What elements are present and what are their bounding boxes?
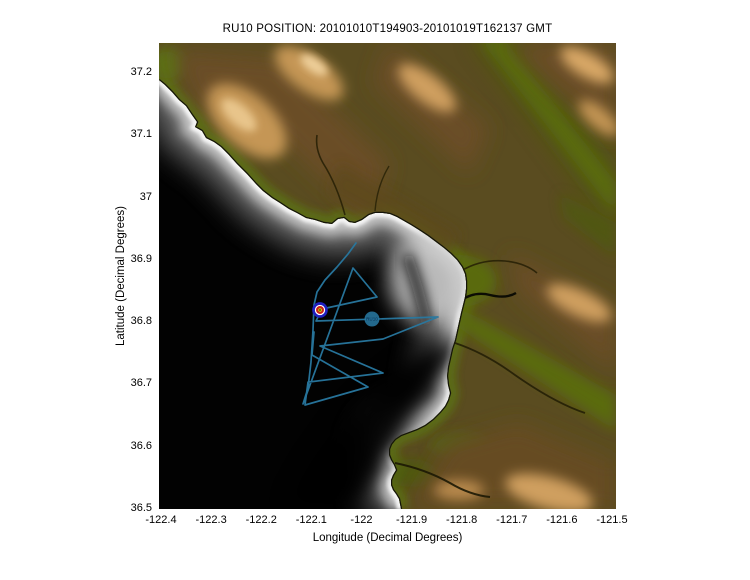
- san-lorenzo-river: [315, 134, 346, 216]
- glider-track-line: [302, 242, 439, 406]
- x-tick: -121.9: [395, 514, 428, 526]
- san-benito-valley: [559, 193, 616, 258]
- plot-title: RU10 POSITION: 20101010T194903-20101019T…: [222, 23, 553, 35]
- position-marker-ring: [314, 304, 326, 316]
- salinas-valley: [453, 307, 616, 431]
- x-tick: -121.5: [596, 514, 628, 526]
- x-axis-label: Longitude (Decimal Degrees): [312, 532, 463, 544]
- x-tick: -122: [350, 514, 373, 526]
- y-tick: 36.6: [130, 439, 152, 452]
- x-tick: -121.6: [546, 514, 578, 526]
- soquel-creek: [374, 165, 390, 212]
- elkhorn-slough: [459, 291, 517, 302]
- x-tick: -122.1: [295, 514, 327, 526]
- y-tick: 36.9: [130, 252, 152, 265]
- y-tick: 37.1: [130, 128, 152, 141]
- position-marker-ring: [316, 305, 325, 314]
- map-plot-area[interactable]: RU10: [159, 43, 616, 509]
- y-tick: 36.7: [130, 377, 152, 390]
- position-marker-ring: [312, 302, 328, 318]
- salinas-river: [454, 342, 586, 414]
- x-tick: -122.3: [195, 514, 227, 526]
- terrain-map: [159, 43, 616, 509]
- glider-track-overlay: RU10: [302, 242, 439, 406]
- diablo-ridge-2: [578, 100, 616, 136]
- x-tick: -121.8: [446, 514, 478, 526]
- pajaro-river: [460, 259, 538, 274]
- y-tick: 37: [139, 190, 152, 203]
- gabilan-range: [509, 253, 616, 373]
- monterey-canyon: [287, 333, 460, 505]
- position-marker-ring: [319, 309, 321, 311]
- loma-prieta-ridge: [398, 63, 456, 113]
- diablo-ridge-1: [560, 46, 614, 84]
- carmel-river: [394, 462, 491, 498]
- land-base: [159, 43, 616, 509]
- north-ridge-peak: [300, 54, 328, 76]
- santa-clara-valley: [469, 43, 616, 235]
- santa-lucia-ridge: [505, 473, 593, 509]
- track-label-text: RU10: [366, 317, 378, 322]
- x-tick: -122.2: [245, 514, 277, 526]
- y-tick: 36.8: [130, 315, 152, 328]
- santa-clara-valley-floor: [479, 43, 616, 215]
- x-tick: -121.7: [496, 514, 528, 526]
- sierra-de-salinas: [434, 480, 484, 500]
- north-ridge: [274, 45, 344, 101]
- track-label-disc: [364, 311, 380, 327]
- gabilan-ridge: [546, 284, 612, 322]
- y-tick: 36.5: [130, 502, 152, 515]
- x-tick: -122.4: [145, 514, 177, 526]
- ben-lomond-peak: [221, 98, 257, 132]
- carmel-flat: [385, 459, 437, 487]
- y-tick: 37.2: [130, 66, 152, 79]
